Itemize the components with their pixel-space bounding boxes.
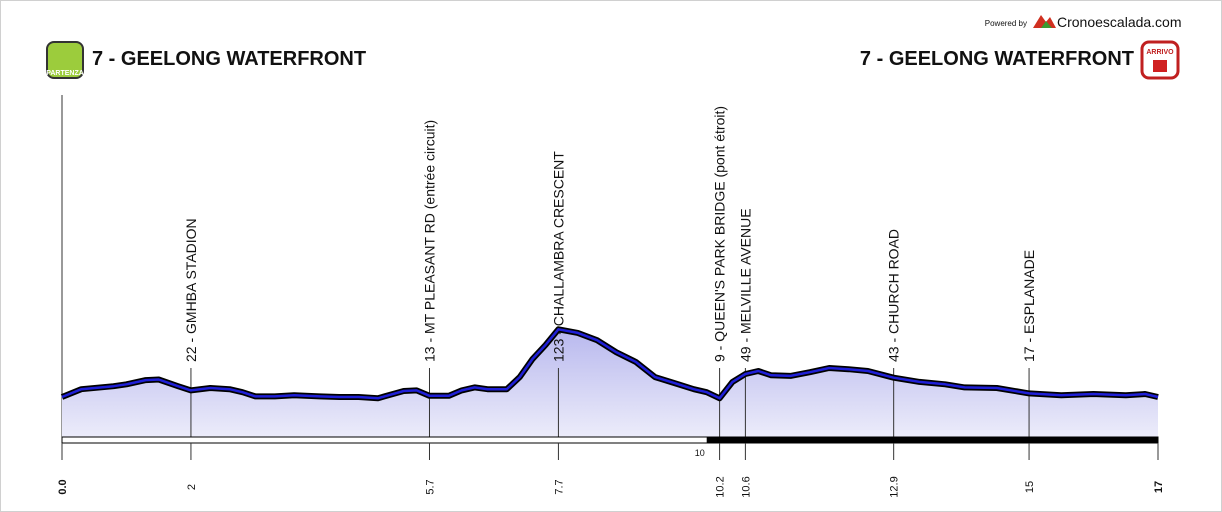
brand-logo bbox=[1033, 15, 1056, 28]
x-tick-label: 15 bbox=[1024, 481, 1036, 493]
profile-area bbox=[62, 329, 1158, 437]
waypoint-label: 22 - GMHBA STADION bbox=[183, 218, 199, 362]
start-title: 7 - GEELONG WATERFRONT bbox=[92, 48, 366, 70]
start-badge-icon bbox=[46, 41, 84, 79]
brand: Cronoescalada.com bbox=[1057, 14, 1182, 30]
waypoint-label: 17 - ESPLANADE bbox=[1021, 250, 1037, 362]
x-tick-label: 17 bbox=[1153, 481, 1165, 493]
waypoint-label: 49 - MELVILLE AVENUE bbox=[737, 208, 753, 362]
x-tick-label: 12.9 bbox=[889, 476, 901, 497]
x-tick-label: 0.0 bbox=[57, 479, 69, 494]
x-tick-label: 10.6 bbox=[740, 476, 752, 497]
end-title: 7 - GEELONG WATERFRONT bbox=[860, 48, 1134, 70]
profile-line bbox=[61, 328, 1159, 400]
strip-split-label: 10 bbox=[695, 448, 705, 458]
waypoint-label: 9 - QUEEN'S PARK BRIDGE (pont étroit) bbox=[712, 106, 728, 362]
distance-strip-dark bbox=[706, 437, 1158, 443]
waypoint-label: 13 - MT PLEASANT RD (entrée circuit) bbox=[421, 120, 437, 362]
waypoint-label: 123 - CHALLAMBRA CRESCENT bbox=[550, 151, 566, 362]
x-tick-label: 5.7 bbox=[424, 479, 436, 494]
x-tick-label: 7.7 bbox=[553, 479, 565, 494]
waypoint-label: 43 - CHURCH ROAD bbox=[886, 229, 902, 362]
brand-logo-2 bbox=[1041, 21, 1052, 28]
x-tick-label: 10.2 bbox=[715, 476, 727, 497]
end-badge-mark bbox=[1153, 60, 1167, 72]
end-badge: ARRIVO bbox=[1146, 49, 1174, 56]
powered-by: Powered by bbox=[985, 19, 1027, 28]
start-badge: PARTENZA bbox=[46, 70, 84, 77]
x-tick-label: 2 bbox=[186, 484, 198, 490]
